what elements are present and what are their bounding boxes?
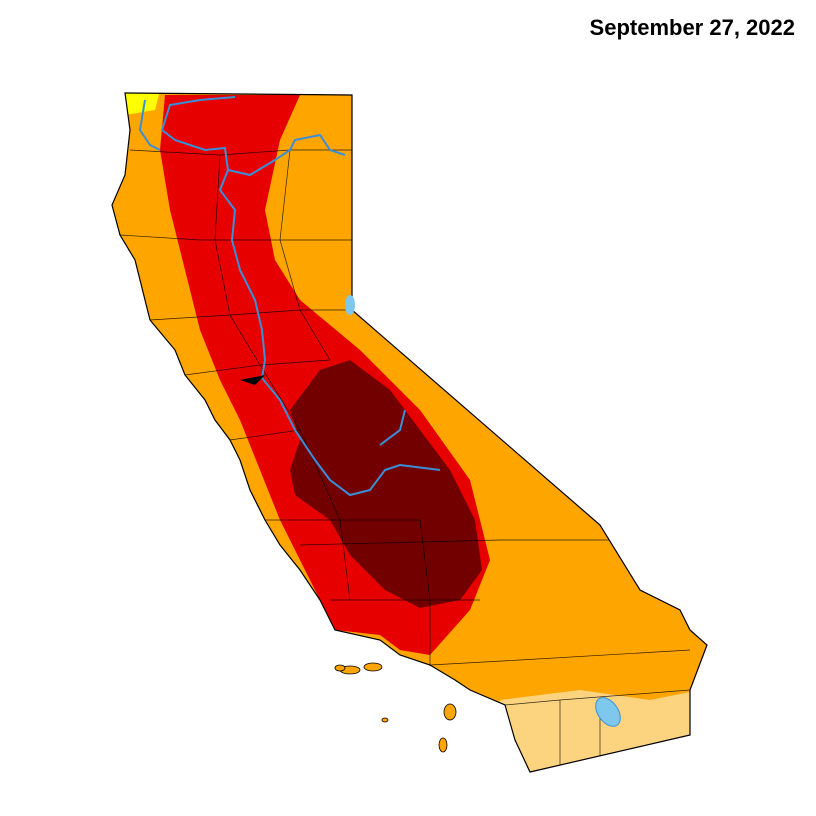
state-outline bbox=[111, 92, 708, 773]
abnormally-dry-area bbox=[120, 93, 160, 115]
map-date: September 27, 2022 bbox=[590, 15, 795, 40]
exceptional-drought-area bbox=[290, 360, 482, 608]
channel-islands bbox=[334, 662, 457, 753]
county-borders bbox=[119, 149, 691, 770]
bay-delta bbox=[240, 375, 265, 385]
rivers bbox=[138, 96, 441, 497]
klamath-river bbox=[138, 99, 161, 151]
lake-tahoe bbox=[345, 295, 355, 315]
salton-sea bbox=[595, 697, 621, 727]
pit-river bbox=[227, 133, 346, 177]
san-joaquin-river bbox=[261, 377, 441, 497]
state-fill bbox=[112, 93, 707, 772]
sacramento-river bbox=[160, 96, 267, 379]
